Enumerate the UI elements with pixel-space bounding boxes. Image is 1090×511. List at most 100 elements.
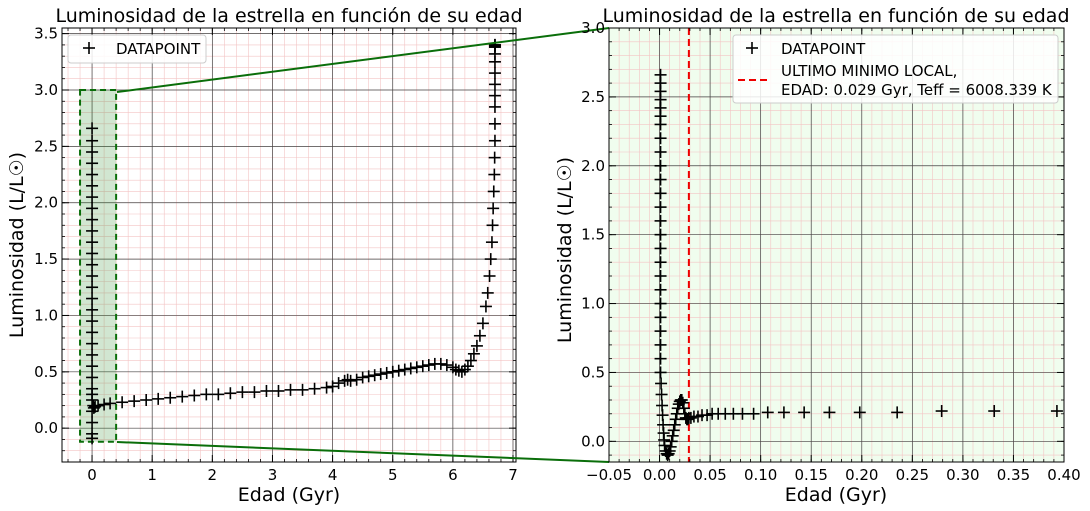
- data-point: [684, 411, 697, 424]
- data-point: [654, 201, 667, 214]
- data-point: [86, 224, 99, 237]
- data-point: [483, 270, 496, 282]
- data-point: [676, 396, 689, 409]
- y-tick-label: 1.5: [581, 226, 605, 244]
- x-tick-label: 0.00: [643, 466, 676, 484]
- data-point: [488, 134, 501, 147]
- data-point: [675, 394, 688, 406]
- data-point: [116, 396, 129, 409]
- data-point: [488, 117, 501, 130]
- data-point: [662, 447, 675, 460]
- data-point: [152, 392, 165, 405]
- chart-title-zoom: Luminosidad de la estrella en función de…: [602, 5, 1069, 27]
- data-point: [473, 329, 486, 342]
- data-point: [410, 361, 423, 374]
- data-point: [488, 100, 501, 113]
- y-tick-label: 3.0: [34, 81, 58, 99]
- y-tick-label: 3.0: [581, 19, 605, 37]
- data-point: [853, 406, 866, 419]
- data-point: [681, 413, 694, 426]
- data-point: [86, 213, 99, 226]
- legend-label-local-minimum-line2: EDAD: 0.029 Gyr, Teff = 6008.339 K: [781, 81, 1053, 99]
- data-point: [440, 359, 453, 372]
- data-point: [461, 360, 474, 373]
- y-tick-label: 2.0: [581, 157, 605, 175]
- data-point: [260, 384, 273, 397]
- data-point: [284, 383, 297, 396]
- data-point: [654, 228, 667, 241]
- data-point: [86, 179, 99, 192]
- legend-box-zoom: [732, 34, 1059, 104]
- data-point: [350, 373, 363, 386]
- data-point: [761, 406, 774, 419]
- data-point: [464, 354, 477, 367]
- data-point: [86, 416, 99, 429]
- data-point: [332, 377, 345, 390]
- y-axis-label-zoom: Luminosidad (L/L☉): [554, 157, 576, 343]
- x-tick-label: 0.30: [946, 466, 979, 484]
- data-point: [86, 168, 99, 181]
- data-point: [654, 325, 667, 338]
- data-point: [667, 424, 680, 437]
- data-point: [86, 134, 99, 147]
- x-tick-label: 3: [268, 466, 278, 484]
- data-point: [487, 185, 500, 198]
- data-point: [86, 388, 99, 401]
- data-point: [380, 366, 393, 379]
- data-point: [392, 364, 405, 377]
- zoom-connector-top: [116, 27, 610, 93]
- data-point: [654, 214, 667, 227]
- data-point: [422, 359, 435, 372]
- data-point: [677, 402, 690, 415]
- chart-full-range: 0 1 2 3 4 5 6 7 0.0 0.5 1.0 1.5 2.0 2.5 3.0 3.5 Luminos…: [6, 5, 523, 506]
- data-point: [272, 384, 285, 397]
- data-point: [86, 292, 99, 305]
- data-point: [487, 202, 500, 215]
- data-point: [669, 413, 682, 426]
- x-tick-label: −0.05: [586, 466, 632, 484]
- data-point: [434, 357, 447, 370]
- ticks-zoom: −0.05 0.00 0.05 0.10 0.15 0.20 0.25 0.30 0.35 0.4…: [581, 19, 1081, 484]
- data-point: [470, 339, 483, 352]
- x-axis-label-zoom: Edad (Gyr): [785, 484, 887, 506]
- data-point: [86, 146, 99, 158]
- data-point: [200, 388, 213, 401]
- data-point: [654, 187, 667, 200]
- data-point: [488, 78, 501, 91]
- data-point: [777, 406, 790, 419]
- legend-box-full: [67, 34, 207, 64]
- data-point: [736, 407, 749, 420]
- data-point: [798, 406, 811, 419]
- data-point: [86, 157, 99, 170]
- data-point: [86, 202, 99, 215]
- data-point: [236, 386, 249, 399]
- data-point: [89, 400, 102, 413]
- x-tick-label: 0.10: [744, 466, 777, 484]
- x-tick-label: 1: [147, 466, 157, 484]
- data-point: [86, 348, 99, 361]
- data-point: [488, 67, 501, 80]
- data-point: [654, 146, 667, 158]
- data-point: [224, 387, 237, 400]
- data-point: [654, 173, 667, 186]
- data-point: [655, 377, 668, 390]
- zoom-connector-bottom: [116, 441, 610, 463]
- data-point: [479, 300, 492, 313]
- data-point: [86, 191, 99, 204]
- chart-zoom: −0.05 0.00 0.05 0.10 0.15 0.20 0.25 0.30 0.35 0.4…: [554, 5, 1081, 506]
- ticks-full: 0 1 2 3 4 5 6 7 0.0 0.5 1.0 1.5 2.0 2.5 3.0 3.5: [34, 25, 518, 484]
- x-tick-label: 4: [328, 466, 338, 484]
- data-point: [86, 122, 99, 135]
- y-tick-label: 0.5: [34, 363, 58, 381]
- data-point: [320, 381, 333, 394]
- data-point: [1050, 405, 1063, 418]
- data-point: [654, 242, 667, 255]
- x-tick-label: 0.15: [795, 466, 828, 484]
- data-point: [654, 283, 667, 296]
- data-point: [86, 360, 99, 373]
- data-point: [86, 258, 99, 271]
- data-point: [416, 360, 429, 373]
- plot-frame-zoom: [608, 27, 1065, 463]
- data-point: [326, 380, 339, 393]
- x-tick-label: 0.20: [845, 466, 878, 484]
